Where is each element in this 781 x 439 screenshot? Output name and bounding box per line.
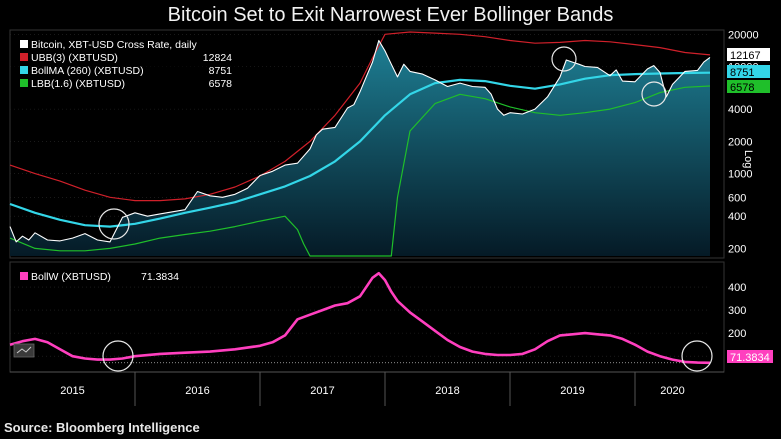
price-last-label: 12167 — [730, 50, 761, 62]
ubb-line — [9, 31, 711, 202]
x-axis: 2015 2016 2017 2018 2019 2020 — [10, 371, 724, 406]
legend-swatch-lbb — [20, 79, 28, 87]
price-last-label-bg — [727, 48, 770, 61]
price-value-labels: 12167 8751 6578 Log — [727, 48, 770, 168]
circle-2020-lbb — [641, 81, 667, 107]
circle-2020-bollw — [681, 340, 713, 372]
bollw-y-tick-label: 200 — [728, 328, 746, 340]
bollw-grid — [10, 286, 710, 364]
legend-value-lbb: 6578 — [209, 78, 233, 90]
legend-label-bollma: BollMA (260) (XBTUSD) — [31, 65, 144, 77]
x-tick-label: 2018 — [435, 385, 459, 397]
x-tick-label: 2015 — [60, 385, 84, 397]
x-tick-label: 2019 — [560, 385, 584, 397]
price-y-axis: 2000010000400020001000600400200 — [728, 29, 759, 255]
circle-2019-top — [551, 46, 577, 72]
bollw-last-label: 71.3834 — [730, 352, 770, 364]
legend-value-bollma: 8751 — [209, 65, 233, 77]
bollw-plot — [9, 271, 711, 365]
x-tick-label: 2017 — [310, 385, 334, 397]
price-line — [9, 39, 711, 243]
panel-toggle-icon[interactable] — [13, 343, 35, 358]
bollma-last-label-bg — [727, 65, 770, 78]
price-y-tick-label: 400 — [728, 211, 746, 223]
bollw-last-label-bg — [727, 350, 773, 363]
price-panel-frame — [9, 29, 725, 259]
lbb-line — [9, 85, 711, 257]
price-legend: Bitcoin, XBT-USD Cross Rate, daily UBB(3… — [14, 36, 236, 94]
bollma-last-label: 8751 — [730, 67, 754, 79]
bollw-legend: BollW (XBTUSD) 71.3834 — [20, 271, 179, 283]
lbb-last-label-bg — [727, 80, 770, 93]
legend-label-ubb: UBB(3) (XBTUSD) — [31, 52, 118, 64]
lbb-last-label: 6578 — [730, 82, 754, 94]
bollma-line — [9, 71, 711, 228]
legend-swatch-bollw — [20, 272, 28, 280]
source-note: Source: Bloomberg Intelligence — [4, 420, 200, 435]
circle-2015-price — [98, 208, 130, 240]
price-y-tick-label: 1000 — [728, 169, 752, 181]
bollw-panel-frame — [9, 261, 725, 373]
bollw-value-labels: 71.3834 — [727, 350, 773, 364]
log-axis-label: Log — [742, 150, 754, 168]
legend-swatch-bitcoin — [20, 40, 28, 48]
price-y-tick-label: 20000 — [728, 29, 759, 41]
legend-label-lbb: LBB(1.6) (XBTUSD) — [31, 78, 125, 90]
price-y-tick-label: 200 — [728, 243, 746, 255]
bollw-line — [9, 271, 711, 365]
price-y-tick-label: 600 — [728, 192, 746, 204]
price-y-tick-label: 2000 — [728, 136, 752, 148]
x-tick-label: 2016 — [185, 385, 209, 397]
annotation-circles — [98, 46, 713, 372]
legend-value-ubb: 12824 — [203, 52, 232, 64]
legend-swatch-bollma — [20, 66, 28, 74]
legend-label-bitcoin: Bitcoin, XBT-USD Cross Rate, daily — [31, 39, 197, 51]
chart-title: Bitcoin Set to Exit Narrowest Ever Bolli… — [167, 4, 614, 26]
price-legend-bg — [14, 36, 236, 94]
circle-2015-bollw — [102, 340, 134, 372]
price-area-fill — [10, 40, 710, 256]
x-tick-label: 2020 — [660, 385, 684, 397]
bollw-y-tick-label: 400 — [728, 282, 746, 294]
price-y-tick-label: 4000 — [728, 104, 752, 116]
legend-value-bollw: 71.3834 — [141, 271, 179, 283]
price-plot — [9, 31, 711, 257]
bollw-y-tick-label: 300 — [728, 305, 746, 317]
legend-swatch-ubb — [20, 53, 28, 61]
legend-label-bollw: BollW (XBTUSD) — [31, 271, 111, 283]
